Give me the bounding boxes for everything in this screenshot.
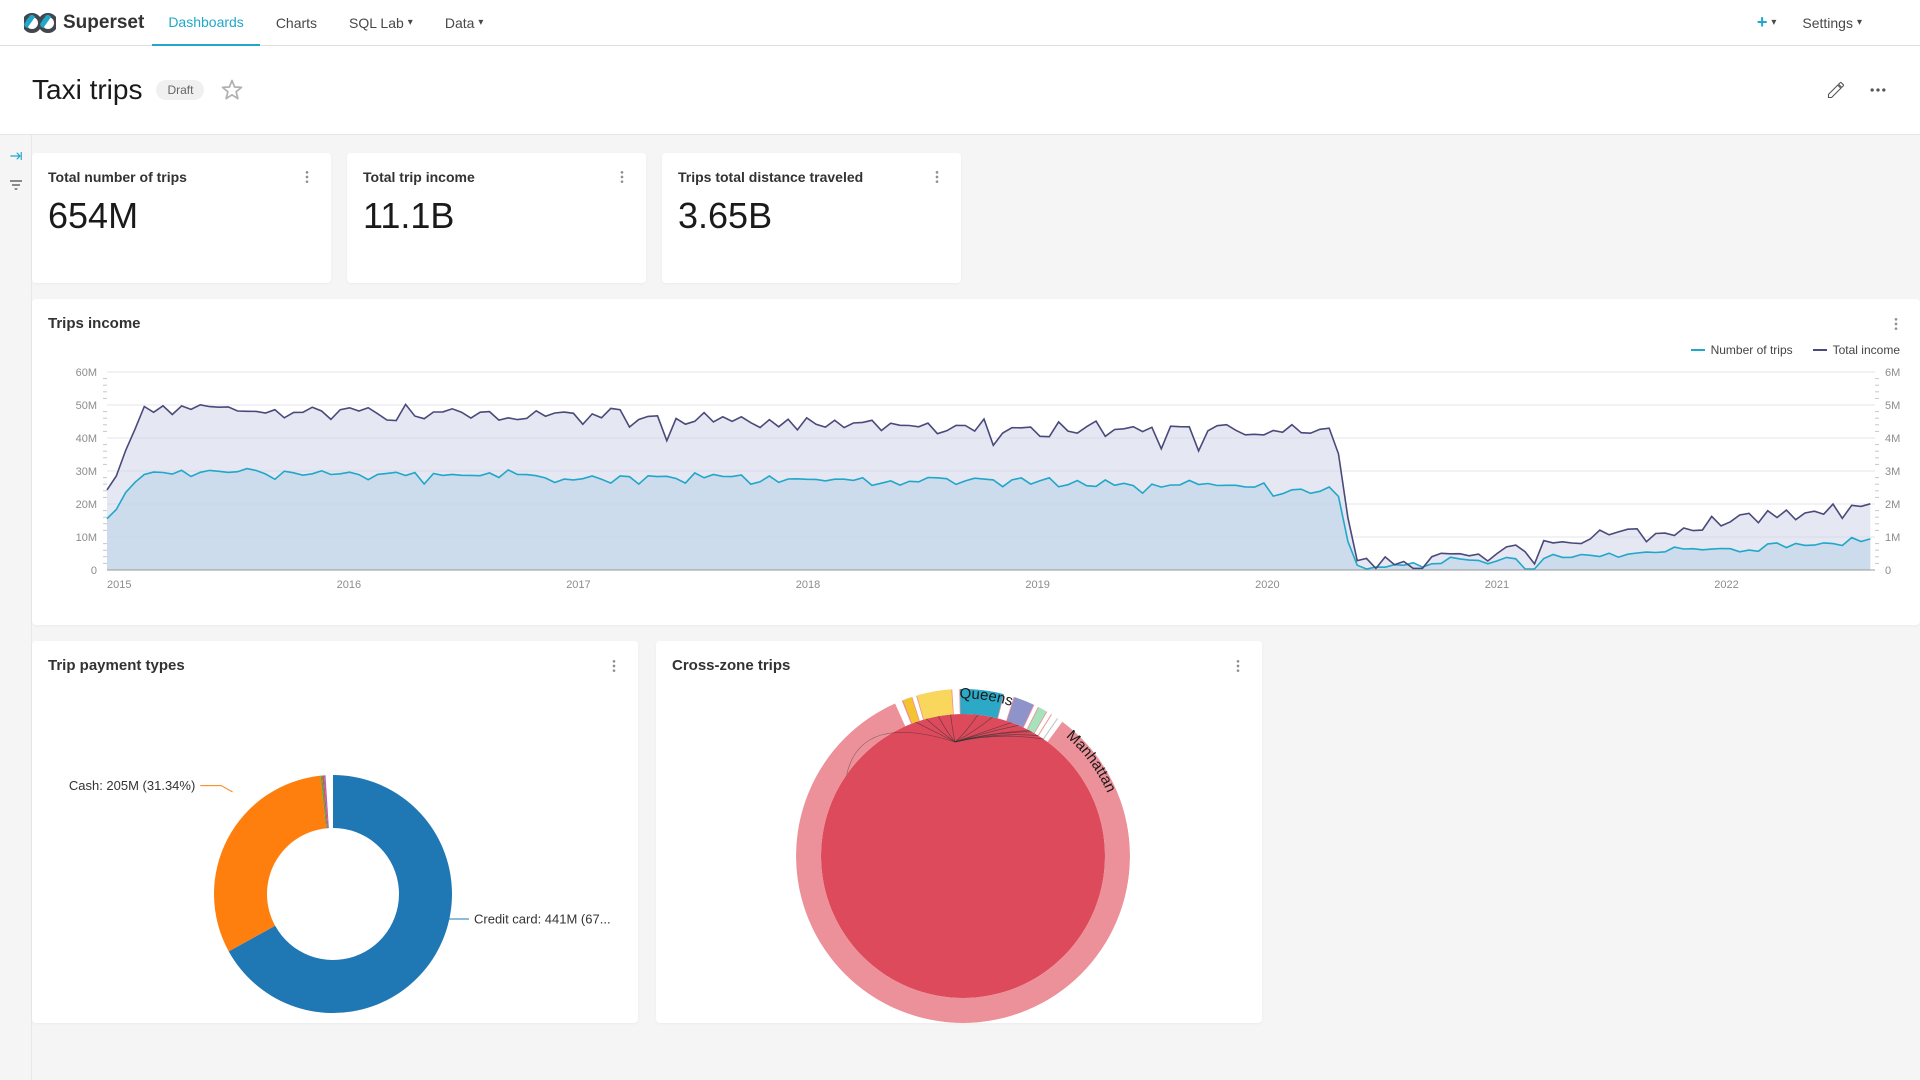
svg-text:40M: 40M — [76, 433, 97, 445]
svg-text:Cash: 205M (31.34%): Cash: 205M (31.34%) — [69, 778, 195, 793]
svg-text:30M: 30M — [76, 466, 97, 478]
svg-text:2017: 2017 — [566, 579, 590, 591]
svg-text:1M: 1M — [1885, 532, 1900, 544]
svg-text:2018: 2018 — [796, 579, 820, 591]
svg-text:6M: 6M — [1885, 367, 1900, 379]
svg-text:0: 0 — [91, 565, 97, 577]
svg-text:10M: 10M — [76, 532, 97, 544]
svg-text:2019: 2019 — [1025, 579, 1049, 591]
svg-text:3M: 3M — [1885, 466, 1900, 478]
svg-text:2022: 2022 — [1714, 579, 1738, 591]
svg-text:2016: 2016 — [337, 579, 361, 591]
svg-text:20M: 20M — [76, 499, 97, 511]
svg-text:0: 0 — [1885, 565, 1891, 577]
svg-text:50M: 50M — [76, 400, 97, 412]
svg-text:4M: 4M — [1885, 433, 1900, 445]
svg-text:2020: 2020 — [1255, 579, 1279, 591]
svg-text:60M: 60M — [76, 367, 97, 379]
svg-text:5M: 5M — [1885, 400, 1900, 412]
svg-text:2021: 2021 — [1485, 579, 1509, 591]
svg-text:Credit card: 441M (67...: Credit card: 441M (67... — [474, 912, 611, 927]
svg-text:2015: 2015 — [107, 579, 131, 591]
svg-text:2M: 2M — [1885, 499, 1900, 511]
